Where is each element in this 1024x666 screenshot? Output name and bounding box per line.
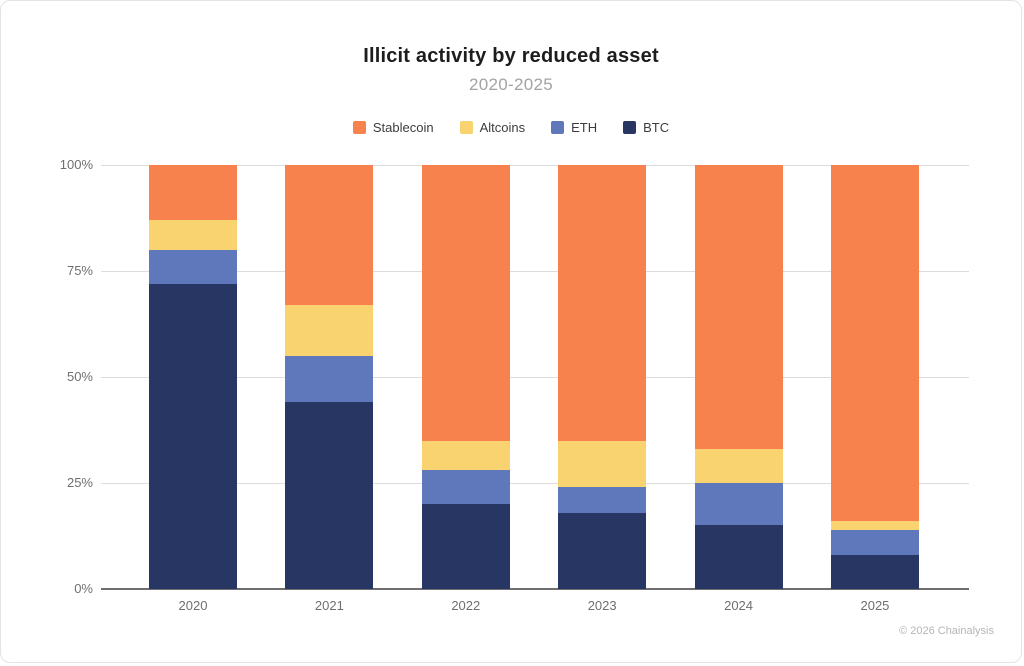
gridline bbox=[101, 164, 969, 166]
x-tick-label: 2020 bbox=[178, 598, 208, 613]
x-tick-label: 2022 bbox=[451, 598, 481, 613]
gridline bbox=[101, 482, 969, 484]
bar-segment-altcoins-2022 bbox=[421, 440, 510, 471]
copyright-credit: © 2026 Chainalysis bbox=[899, 625, 994, 637]
legend-swatch-btc bbox=[623, 121, 637, 134]
bar-segment-stablecoin-2022 bbox=[421, 165, 510, 441]
bar-segment-altcoins-2023 bbox=[558, 440, 647, 488]
x-tick-label: 2023 bbox=[587, 598, 617, 613]
bar-2021 bbox=[285, 165, 374, 589]
legend-item-eth: ETH bbox=[551, 120, 597, 135]
x-axis-labels: 2020 2021 2022 2023 2024 2025 bbox=[149, 598, 919, 613]
legend-swatch-eth bbox=[551, 121, 565, 134]
bar-segment-btc-2025 bbox=[830, 555, 919, 589]
bar-segment-btc-2022 bbox=[421, 504, 510, 589]
bar-segment-eth-2020 bbox=[149, 249, 237, 284]
bar-2025 bbox=[830, 165, 919, 589]
y-tick-label: 75% bbox=[66, 263, 93, 278]
bar-segment-btc-2021 bbox=[285, 402, 374, 589]
bar-segment-eth-2025 bbox=[830, 529, 919, 556]
bar-2023 bbox=[558, 165, 647, 589]
legend-label: Altcoins bbox=[479, 120, 526, 135]
gridline bbox=[101, 270, 969, 272]
bar-2022 bbox=[421, 165, 510, 589]
x-axis-line bbox=[101, 588, 969, 590]
bar-segment-eth-2021 bbox=[285, 355, 374, 403]
chart-subtitle: 2020-2025 bbox=[469, 75, 553, 94]
legend-swatch-altcoins bbox=[459, 121, 473, 134]
bar-segment-stablecoin-2021 bbox=[285, 165, 374, 305]
legend-item-stablecoin: Stablecoin bbox=[352, 120, 434, 135]
bars-row bbox=[149, 165, 919, 589]
bar-segment-eth-2023 bbox=[558, 487, 647, 513]
bar-2020 bbox=[149, 165, 237, 589]
bar-segment-eth-2024 bbox=[694, 482, 783, 526]
bar-segment-btc-2020 bbox=[149, 283, 237, 589]
legend-label: ETH bbox=[571, 120, 598, 135]
legend-swatch-stablecoin bbox=[352, 121, 366, 134]
bar-segment-altcoins-2021 bbox=[285, 304, 374, 356]
bar-segment-altcoins-2024 bbox=[694, 449, 783, 483]
y-tick-label: 25% bbox=[66, 475, 93, 490]
bar-segment-stablecoin-2020 bbox=[149, 165, 237, 221]
x-tick-label: 2025 bbox=[860, 598, 890, 613]
bar-segment-btc-2023 bbox=[558, 512, 647, 589]
chart-title: Illicit activity by reduced asset bbox=[363, 45, 659, 67]
legend-label: Stablecoin bbox=[372, 120, 434, 135]
y-tick-label: 50% bbox=[66, 369, 93, 384]
y-tick-label: 100% bbox=[59, 157, 93, 172]
bar-2024 bbox=[694, 165, 783, 589]
gridline bbox=[101, 376, 969, 378]
bar-segment-stablecoin-2023 bbox=[558, 165, 647, 441]
bar-segment-stablecoin-2025 bbox=[830, 165, 919, 522]
bar-segment-btc-2024 bbox=[694, 525, 783, 589]
bar-segment-stablecoin-2024 bbox=[694, 165, 783, 450]
bar-segment-eth-2022 bbox=[421, 470, 510, 505]
y-tick-label: 0% bbox=[74, 581, 93, 596]
legend-item-btc: BTC bbox=[623, 120, 669, 135]
bar-segment-altcoins-2025 bbox=[830, 521, 919, 530]
legend: Stablecoin Altcoins ETH BTC bbox=[1, 120, 1021, 135]
legend-item-altcoins: Altcoins bbox=[459, 120, 526, 135]
x-tick-label: 2024 bbox=[724, 598, 754, 613]
x-tick-label: 2021 bbox=[314, 598, 344, 613]
bar-segment-altcoins-2020 bbox=[149, 220, 237, 250]
legend-label: BTC bbox=[643, 120, 670, 135]
